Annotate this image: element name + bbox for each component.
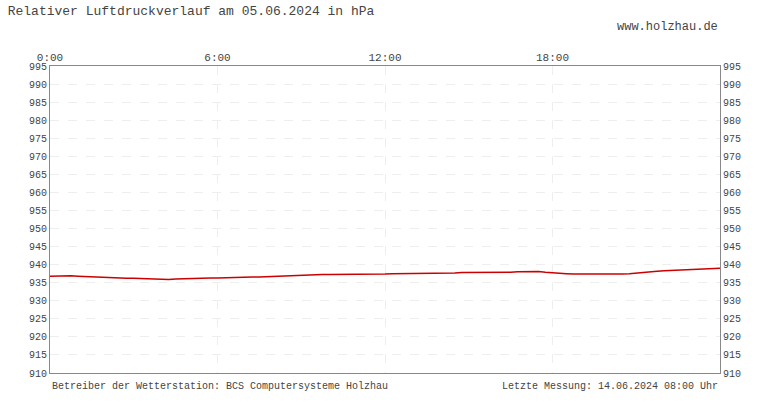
- svg-text:18:00: 18:00: [536, 52, 569, 64]
- svg-text:970: 970: [29, 152, 47, 163]
- svg-text:940: 940: [723, 260, 741, 271]
- svg-text:995: 995: [723, 62, 741, 73]
- svg-text:0:00: 0:00: [37, 52, 63, 64]
- svg-text:950: 950: [723, 224, 741, 235]
- svg-text:975: 975: [29, 134, 47, 145]
- svg-text:985: 985: [29, 98, 47, 109]
- svg-text:945: 945: [723, 242, 741, 253]
- svg-text:955: 955: [29, 206, 47, 217]
- svg-text:940: 940: [29, 260, 47, 271]
- svg-text:985: 985: [723, 98, 741, 109]
- svg-text:970: 970: [723, 152, 741, 163]
- svg-text:990: 990: [29, 80, 47, 91]
- svg-text:6:00: 6:00: [204, 52, 230, 64]
- svg-text:Relativer Luftdruckverlauf am: Relativer Luftdruckverlauf am 05.06.2024…: [8, 4, 375, 19]
- svg-text:945: 945: [29, 242, 47, 253]
- svg-text:925: 925: [29, 314, 47, 325]
- svg-text:Betreiber der Wetterstation: B: Betreiber der Wetterstation: BCS Compute…: [52, 381, 388, 392]
- svg-text:915: 915: [29, 350, 47, 361]
- svg-text:995: 995: [29, 62, 47, 73]
- svg-text:950: 950: [29, 224, 47, 235]
- svg-text:975: 975: [723, 134, 741, 145]
- svg-text:930: 930: [723, 296, 741, 307]
- svg-text:935: 935: [29, 278, 47, 289]
- svg-text:980: 980: [723, 116, 741, 127]
- svg-text:12:00: 12:00: [368, 52, 401, 64]
- svg-text:965: 965: [29, 170, 47, 181]
- svg-text:www.holzhau.de: www.holzhau.de: [617, 20, 718, 34]
- svg-text:920: 920: [723, 332, 741, 343]
- svg-text:920: 920: [29, 332, 47, 343]
- svg-text:965: 965: [723, 170, 741, 181]
- svg-text:990: 990: [723, 80, 741, 91]
- svg-text:910: 910: [29, 369, 47, 380]
- svg-text:935: 935: [723, 278, 741, 289]
- svg-text:960: 960: [29, 188, 47, 199]
- svg-text:925: 925: [723, 314, 741, 325]
- svg-text:955: 955: [723, 206, 741, 217]
- svg-text:Letzte Messung: 14.06.2024 08:: Letzte Messung: 14.06.2024 08:00 Uhr: [502, 381, 718, 392]
- svg-text:980: 980: [29, 116, 47, 127]
- svg-text:915: 915: [723, 350, 741, 361]
- svg-text:930: 930: [29, 296, 47, 307]
- svg-text:910: 910: [723, 369, 741, 380]
- svg-text:960: 960: [723, 188, 741, 199]
